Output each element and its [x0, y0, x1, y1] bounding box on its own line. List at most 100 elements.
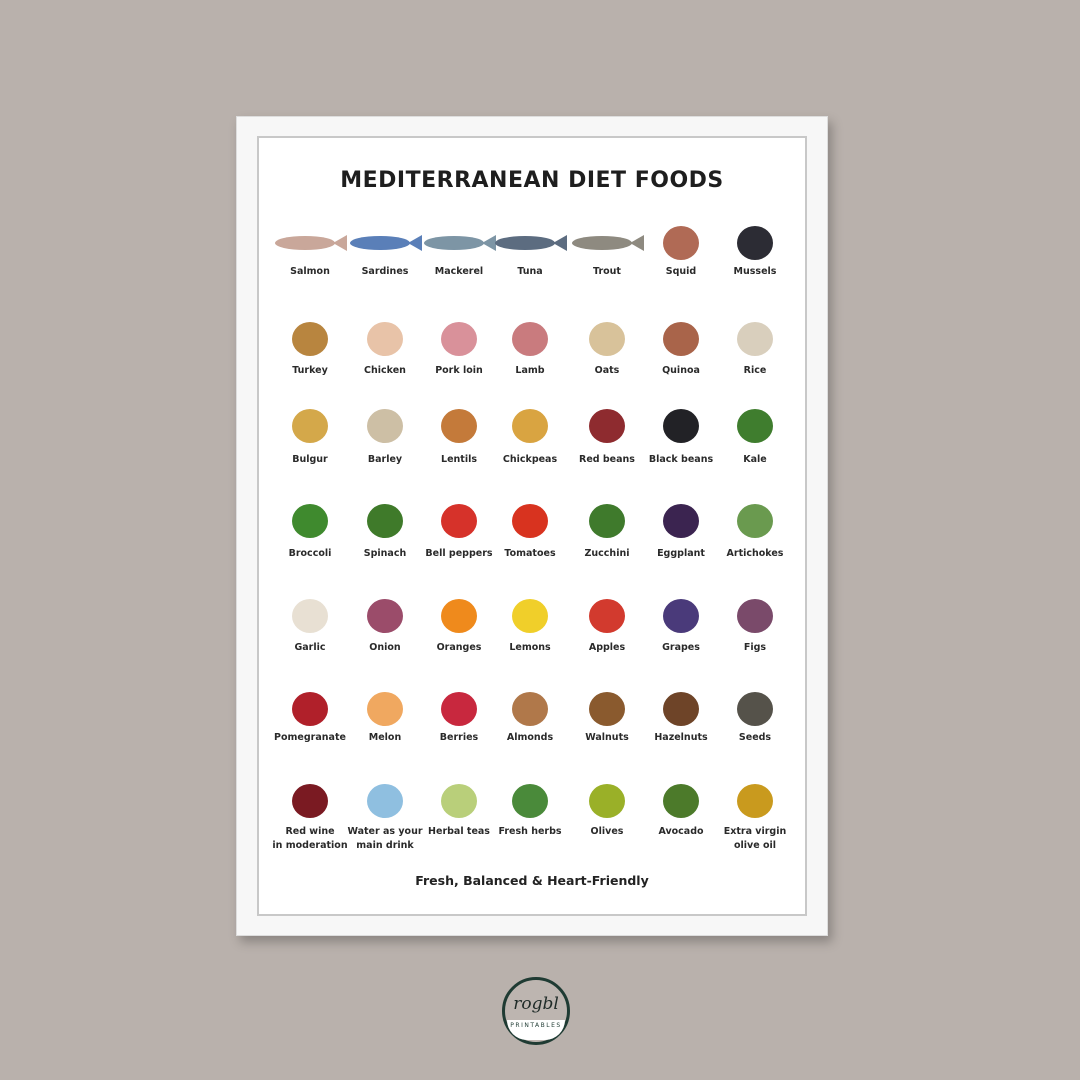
food-label: Kale [743, 454, 767, 465]
poster-tagline: Fresh, Balanced & Heart-Friendly [415, 873, 649, 888]
food-label: Lemons [509, 642, 551, 653]
garlic-icon [292, 599, 328, 633]
food-label: Tuna [517, 266, 543, 277]
food-label: Rice [743, 365, 767, 376]
food-label: Chicken [364, 365, 406, 376]
food-label: Water as your main drink [347, 826, 423, 851]
black-beans-icon [663, 409, 699, 443]
kale-icon [737, 409, 773, 443]
berries-icon [441, 692, 477, 726]
almonds-icon [512, 692, 548, 726]
food-label: Barley [367, 454, 403, 465]
food-label: Extra virgin olive oil [723, 826, 787, 851]
food-label: Mussels [733, 266, 777, 277]
food-label: Turkey [292, 365, 328, 376]
food-label: Seeds [738, 732, 772, 743]
wine-glass-icon [292, 784, 328, 818]
red-beans-icon [589, 409, 625, 443]
food-label: Oats [594, 365, 620, 376]
tea-cup-icon [441, 784, 477, 818]
seeds-icon [737, 692, 773, 726]
food-label: Lamb [515, 365, 545, 376]
olive-oil-bottle-icon [737, 784, 773, 818]
food-label: Mackerel [434, 266, 484, 277]
fish-icon [572, 235, 644, 251]
food-label: Red beans [579, 454, 635, 465]
food-label: Oranges [436, 642, 482, 653]
food-label: Bulgur [292, 454, 328, 465]
fish-icon [275, 235, 347, 251]
orange-icon [441, 599, 477, 633]
brand-logo: rogbl PRINTABLES [502, 977, 570, 1045]
bulgur-bowl-icon [292, 409, 328, 443]
food-label: Olives [590, 826, 624, 837]
water-bottles-icon [367, 784, 403, 818]
food-label: Lentils [441, 454, 477, 465]
food-label: Eggplant [657, 548, 705, 559]
hazelnuts-icon [663, 692, 699, 726]
fish-icon [350, 235, 422, 251]
food-label: Melon [368, 732, 402, 743]
barley-bowl-icon [367, 409, 403, 443]
pork-icon [441, 322, 477, 356]
food-label: Pomegranate [274, 732, 346, 743]
food-label: Tomatoes [504, 548, 556, 559]
food-label: Grapes [662, 642, 700, 653]
bell-peppers-icon [441, 504, 477, 538]
quinoa-icon [663, 322, 699, 356]
mussels-icon [737, 226, 773, 260]
chickpeas-icon [512, 409, 548, 443]
food-label: Red wine in moderation [272, 826, 348, 851]
food-label: Sardines [361, 266, 409, 277]
food-label: Quinoa [662, 365, 700, 376]
food-label: Onion [369, 642, 401, 653]
food-label: Walnuts [585, 732, 629, 743]
food-label: Artichokes [726, 548, 784, 559]
food-label: Squid [665, 266, 697, 277]
food-label: Spinach [363, 548, 407, 559]
food-label: Apples [588, 642, 626, 653]
onion-icon [367, 599, 403, 633]
food-label: Berries [439, 732, 479, 743]
food-label: Broccoli [288, 548, 332, 559]
food-label: Garlic [294, 642, 326, 653]
fish-icon [424, 235, 496, 251]
food-label: Salmon [290, 266, 330, 277]
apple-icon [589, 599, 625, 633]
food-label: Almonds [506, 732, 554, 743]
artichoke-icon [737, 504, 773, 538]
spinach-icon [367, 504, 403, 538]
rice-bowl-icon [737, 322, 773, 356]
turkey-icon [292, 322, 328, 356]
walnuts-icon [589, 692, 625, 726]
fish-icon [495, 235, 567, 251]
food-label: Black beans [648, 454, 714, 465]
poster: MEDITERRANEAN DIET FOODS Fresh, Balanced… [257, 136, 807, 916]
food-label: Bell peppers [425, 548, 493, 559]
logo-subtitle: PRINTABLES [507, 1020, 565, 1040]
poster-frame: MEDITERRANEAN DIET FOODS Fresh, Balanced… [236, 116, 828, 936]
melon-icon [367, 692, 403, 726]
avocado-icon [663, 784, 699, 818]
food-label: Pork loin [435, 365, 483, 376]
food-label: Zucchini [584, 548, 630, 559]
tomatoes-icon [512, 504, 548, 538]
food-label: Avocado [658, 826, 704, 837]
food-label: Chickpeas [502, 454, 558, 465]
eggplant-icon [663, 504, 699, 538]
chicken-icon [367, 322, 403, 356]
squid-icon [663, 226, 699, 260]
food-label: Fresh herbs [498, 826, 562, 837]
zucchini-icon [589, 504, 625, 538]
fig-icon [737, 599, 773, 633]
lamb-icon [512, 322, 548, 356]
poster-title: MEDITERRANEAN DIET FOODS [340, 168, 724, 193]
pomegranate-icon [292, 692, 328, 726]
food-label: Hazelnuts [654, 732, 708, 743]
food-label: Figs [743, 642, 767, 653]
oats-icon [589, 322, 625, 356]
olives-icon [589, 784, 625, 818]
food-label: Herbal teas [428, 826, 490, 837]
grapes-icon [663, 599, 699, 633]
logo-word: rogbl [513, 994, 559, 1014]
